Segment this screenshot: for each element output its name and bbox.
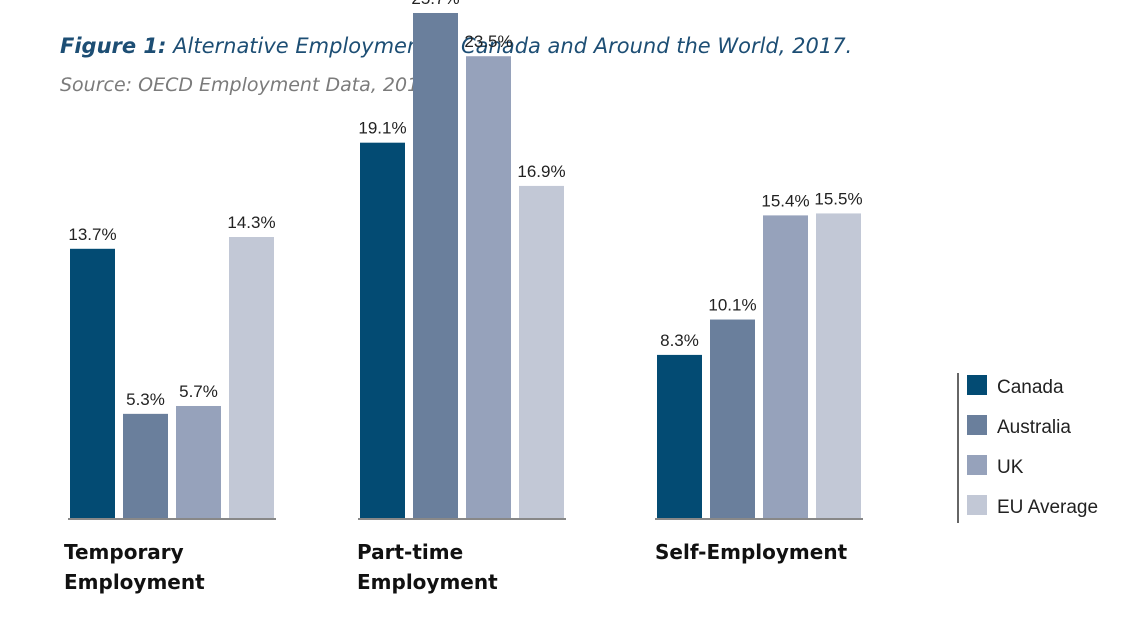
legend-swatch-uk bbox=[967, 455, 987, 475]
legend-swatch-canada bbox=[967, 375, 987, 395]
bar-part-time-employment-uk bbox=[466, 56, 511, 518]
bar-part-time-employment-eu-average bbox=[519, 185, 564, 519]
category-label-part-time-employment: Part-time Employment bbox=[357, 540, 498, 594]
bar-self-employment-australia bbox=[710, 319, 755, 518]
data-label-temporary-employment-eu-average: 14.3% bbox=[227, 213, 275, 232]
legend-label-eu-average: EU Average bbox=[997, 497, 1098, 518]
legend-swatch-australia bbox=[967, 415, 987, 435]
bar-part-time-employment-canada bbox=[360, 142, 405, 518]
data-label-self-employment-eu-average: 15.5% bbox=[814, 189, 862, 208]
bar-self-employment-eu-average bbox=[816, 213, 861, 519]
data-label-part-time-employment-uk: 23.5% bbox=[464, 32, 512, 51]
bar-temporary-employment-uk bbox=[176, 405, 221, 518]
category-label-self-employment: Self-Employment bbox=[655, 540, 848, 564]
data-label-self-employment-australia: 10.1% bbox=[708, 296, 756, 315]
figure-label: Figure 1: bbox=[60, 34, 167, 58]
data-label-temporary-employment-australia: 5.3% bbox=[126, 390, 165, 409]
bar-self-employment-uk bbox=[763, 215, 808, 518]
category-label-temporary-employment: Temporary Employment bbox=[64, 540, 205, 594]
legend-label-canada: Canada bbox=[997, 377, 1064, 398]
bar-temporary-employment-australia bbox=[123, 413, 168, 518]
legend-swatch-eu-average bbox=[967, 495, 987, 515]
legend-label-uk: UK bbox=[997, 457, 1024, 478]
legend-label-australia: Australia bbox=[997, 417, 1071, 438]
bar-temporary-employment-eu-average bbox=[229, 237, 274, 518]
data-label-part-time-employment-canada: 19.1% bbox=[358, 119, 406, 138]
chart-source: Source: OECD Employment Data, 2017. bbox=[60, 74, 438, 96]
data-label-temporary-employment-uk: 5.7% bbox=[179, 382, 218, 401]
chart-title: Alternative Employment in Canada and Aro… bbox=[173, 34, 853, 58]
bar-part-time-employment-australia bbox=[413, 12, 458, 519]
data-label-self-employment-canada: 8.3% bbox=[660, 331, 699, 350]
bar-self-employment-canada bbox=[657, 354, 702, 518]
data-label-temporary-employment-canada: 13.7% bbox=[68, 225, 116, 244]
data-label-part-time-employment-eu-average: 16.9% bbox=[517, 162, 565, 181]
bar-temporary-employment-canada bbox=[70, 248, 115, 519]
figure-caption: Figure 1: Alternative Employment in Cana… bbox=[60, 34, 852, 58]
data-label-self-employment-uk: 15.4% bbox=[761, 191, 809, 210]
data-label-part-time-employment-australia: 25.7% bbox=[411, 0, 459, 8]
